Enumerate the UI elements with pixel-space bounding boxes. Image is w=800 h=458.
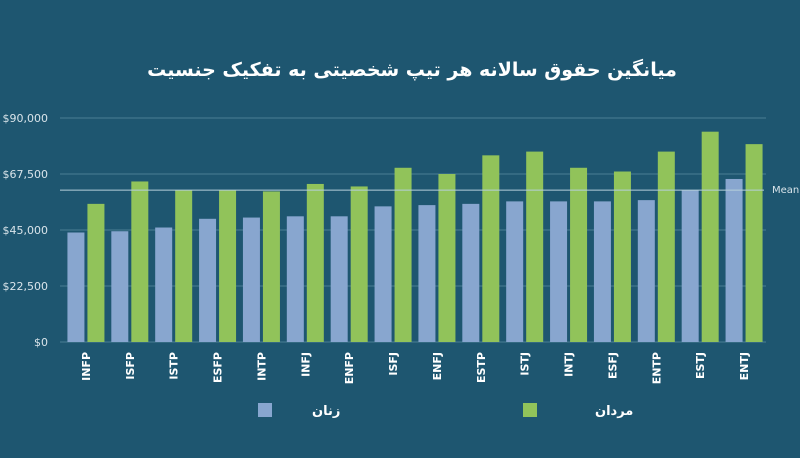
y-tick-label: $67,500 xyxy=(3,168,49,181)
bars xyxy=(67,131,763,342)
bar-women-isfj xyxy=(374,206,392,342)
bar-men-infp xyxy=(87,203,105,342)
x-tick-label: ESFP xyxy=(212,352,225,383)
x-tick-label: ESTP xyxy=(475,352,488,383)
bar-women-istp xyxy=(155,227,173,342)
x-tick-label: INTJ xyxy=(563,352,576,377)
y-tick-label: $0 xyxy=(34,336,48,349)
bar-women-estj xyxy=(681,190,699,342)
bar-men-intj xyxy=(570,167,588,342)
bar-men-istj xyxy=(526,151,544,342)
bar-women-intj xyxy=(550,201,568,342)
bar-men-entp xyxy=(657,151,675,342)
bar-women-infp xyxy=(67,232,85,342)
bar-women-estp xyxy=(462,203,480,342)
legend-swatch-men xyxy=(523,403,537,417)
bar-men-infj xyxy=(306,183,324,342)
x-tick-label: ENFJ xyxy=(431,352,444,380)
x-tick-label: INFP xyxy=(80,352,93,381)
x-tick-label: INTP xyxy=(255,352,268,381)
legend-label-men: مردان xyxy=(595,404,633,419)
x-tick-label: ENFP xyxy=(343,352,356,384)
bar-women-infj xyxy=(286,216,304,342)
x-tick-label: ENTJ xyxy=(738,352,751,380)
bar-men-esfp xyxy=(219,190,237,342)
bar-women-esfj xyxy=(593,201,611,342)
bar-men-estj xyxy=(701,131,719,342)
bar-men-esfj xyxy=(613,171,631,342)
chart-title: میانگین حقوق سالانه هر تیپ شخصیتی به تفک… xyxy=(147,58,677,81)
x-tick-label: ESTJ xyxy=(694,352,707,379)
x-tick-label: ISFJ xyxy=(387,352,400,376)
legend-label-women: زنان xyxy=(312,404,340,419)
legend-swatch-women xyxy=(258,403,272,417)
bar-men-enfj xyxy=(438,174,456,342)
mean-line-group: Mean xyxy=(60,185,799,196)
bar-men-isfp xyxy=(131,181,149,342)
x-tick-label: ISTJ xyxy=(519,352,532,376)
bar-men-entj xyxy=(745,144,763,342)
bar-men-istp xyxy=(175,190,193,342)
bar-women-entj xyxy=(725,178,743,342)
x-tick-label: INFJ xyxy=(299,352,312,377)
y-tick-label: $22,500 xyxy=(3,280,49,293)
bar-women-enfj xyxy=(418,205,436,342)
bar-women-esfp xyxy=(199,218,217,342)
x-tick-label: ESFJ xyxy=(606,352,619,379)
x-tick-label: ENTP xyxy=(650,352,663,384)
mean-label: Mean xyxy=(772,185,799,196)
y-tick-label: $90,000 xyxy=(3,112,49,125)
bar-women-istj xyxy=(506,201,524,342)
bar-men-isfj xyxy=(394,167,412,342)
bar-women-enfp xyxy=(330,216,348,342)
bar-men-enfp xyxy=(350,186,368,342)
y-axis-ticks: $0 $22,500 $45,000 $67,500 $90,000 xyxy=(3,112,49,349)
legend: زنان مردان xyxy=(258,403,633,419)
bar-men-estp xyxy=(482,155,500,342)
bar-women-entp xyxy=(637,200,655,342)
x-tick-label: ISFP xyxy=(124,352,137,380)
bar-women-intp xyxy=(242,217,260,342)
x-tick-label: ISTP xyxy=(168,352,181,380)
x-axis-ticks: INFP ISFP ISTP ESFP INTP INFJ ENFP ISFJ ENFJ ESTP… xyxy=(80,352,751,384)
bar-men-intp xyxy=(262,191,280,342)
bar-women-isfp xyxy=(111,231,129,342)
y-tick-label: $45,000 xyxy=(3,224,49,237)
